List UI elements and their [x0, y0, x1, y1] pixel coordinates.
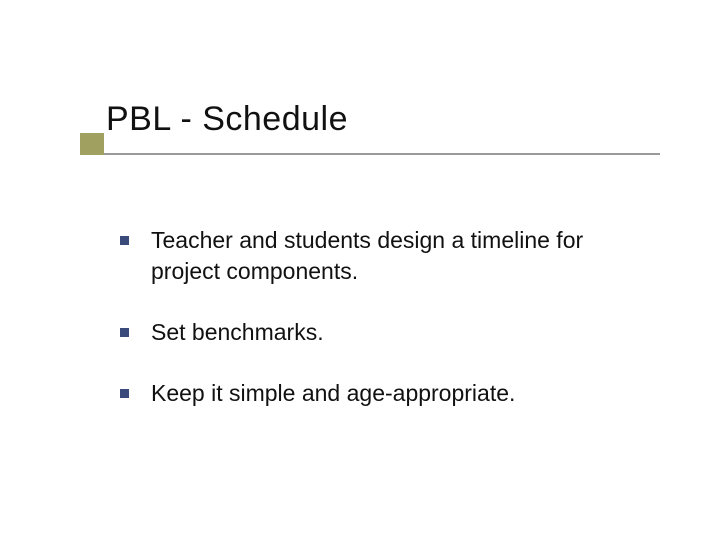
bullet-text: Set benchmarks. [151, 317, 324, 348]
bullet-square-icon [120, 328, 129, 337]
list-item: Keep it simple and age-appropriate. [120, 378, 640, 409]
list-item: Set benchmarks. [120, 317, 640, 348]
title-accent-square [80, 133, 104, 155]
bullet-list: Teacher and students design a timeline f… [120, 225, 640, 439]
bullet-square-icon [120, 389, 129, 398]
title-area: PBL - Schedule [80, 100, 660, 155]
slide-title: PBL - Schedule [80, 100, 660, 139]
bullet-text: Teacher and students design a timeline f… [151, 225, 640, 287]
list-item: Teacher and students design a timeline f… [120, 225, 640, 287]
title-underline [80, 153, 660, 155]
bullet-text: Keep it simple and age-appropriate. [151, 378, 515, 409]
bullet-square-icon [120, 236, 129, 245]
